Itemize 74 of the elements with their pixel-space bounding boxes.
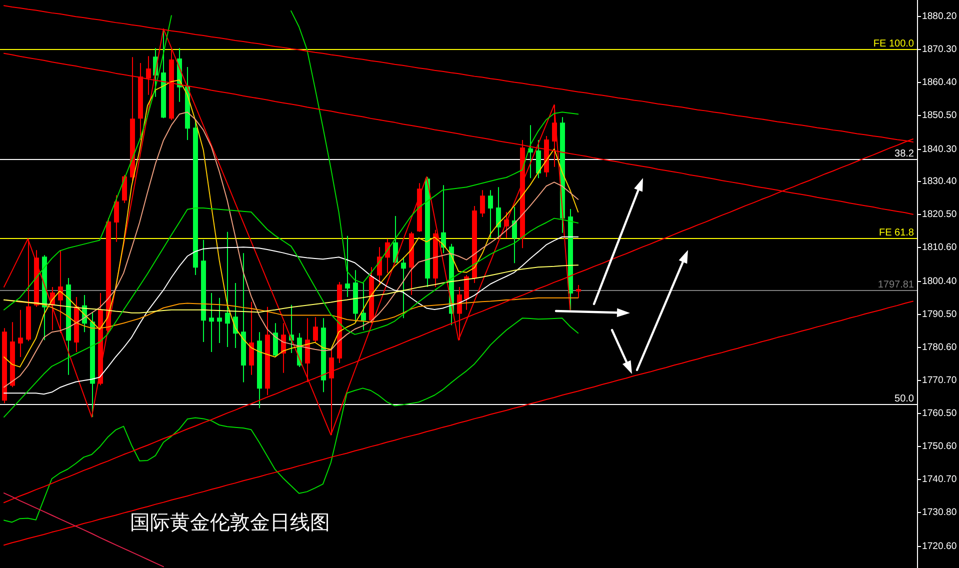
candlestick bbox=[114, 194, 119, 242]
candlestick bbox=[496, 186, 501, 238]
y-tick-label: 1740.70 bbox=[922, 474, 957, 485]
candlestick bbox=[161, 28, 166, 119]
annotation: 50.0 bbox=[894, 394, 914, 404]
y-tick-label: 1720.60 bbox=[922, 541, 957, 552]
text: 国际黄金伦敦金日线图 bbox=[130, 510, 330, 534]
candlestick bbox=[361, 282, 366, 331]
y-tick-label: 1830.40 bbox=[922, 176, 957, 187]
y-tick-label: 1800.40 bbox=[922, 276, 957, 287]
candlestick bbox=[241, 252, 246, 383]
y-tick-label: 1850.50 bbox=[922, 110, 957, 121]
y-tick-label: 1770.70 bbox=[922, 375, 957, 386]
line-series bbox=[3, 264, 579, 314]
candlestick bbox=[457, 286, 462, 341]
candlestick bbox=[225, 231, 230, 348]
y-tick-label: 1860.40 bbox=[922, 77, 957, 88]
candlestick bbox=[281, 322, 286, 374]
candlestick bbox=[576, 284, 581, 298]
candlestick bbox=[209, 292, 214, 353]
y-tick-label: 1870.30 bbox=[922, 44, 957, 55]
y-tick-label: 1880.20 bbox=[922, 11, 957, 22]
line-series bbox=[3, 300, 914, 546]
candlestick bbox=[249, 301, 254, 376]
candlestick bbox=[90, 312, 95, 418]
candlestick bbox=[313, 316, 318, 344]
line-series bbox=[3, 79, 579, 368]
candlestick bbox=[480, 190, 485, 218]
y-tick-label: 1730.80 bbox=[922, 507, 957, 518]
ref-line-label: FE 100.0 bbox=[873, 38, 914, 50]
candlestick bbox=[217, 297, 222, 344]
candlestick bbox=[265, 306, 270, 396]
y-tick-label: 1820.50 bbox=[922, 209, 957, 220]
candlestick bbox=[353, 270, 358, 323]
y-tick-label: 1840.30 bbox=[922, 144, 957, 155]
candlestick bbox=[504, 212, 509, 238]
candlestick bbox=[321, 318, 326, 393]
candlestick bbox=[385, 238, 390, 274]
y-tick-label: 1780.60 bbox=[922, 342, 957, 353]
candlestick bbox=[58, 250, 63, 334]
line-series bbox=[3, 236, 579, 395]
candlestick bbox=[528, 124, 533, 179]
y-tick-label: 1810.60 bbox=[922, 242, 957, 253]
candlestick bbox=[305, 318, 310, 383]
candlestick bbox=[409, 231, 414, 296]
candlestick bbox=[345, 235, 350, 298]
candlestick bbox=[257, 332, 262, 409]
line-series bbox=[3, 112, 579, 388]
candlestick bbox=[289, 304, 294, 354]
candlestick bbox=[201, 239, 206, 343]
candlestick bbox=[10, 322, 15, 388]
line-series bbox=[3, 208, 579, 418]
candlestick bbox=[233, 282, 238, 349]
candlestick bbox=[26, 238, 31, 342]
candlestick bbox=[488, 190, 493, 238]
annotation: 38.2 bbox=[894, 148, 914, 160]
ref-line-label: FE 61.8 bbox=[878, 228, 914, 238]
y-tick-label: 1790.50 bbox=[922, 309, 957, 320]
candlestick bbox=[18, 309, 23, 358]
ref-line-label: 1797.81 bbox=[878, 280, 914, 290]
candlestick bbox=[273, 322, 278, 358]
candlestick bbox=[193, 120, 198, 276]
candlestick bbox=[536, 140, 541, 179]
candlestick bbox=[512, 206, 517, 264]
candlestick bbox=[138, 62, 143, 141]
candlestick bbox=[377, 246, 382, 286]
y-tick-label: 1750.60 bbox=[922, 441, 957, 452]
y-tick-label: 1760.50 bbox=[922, 408, 957, 419]
candlestick bbox=[393, 215, 398, 264]
candlestick bbox=[441, 184, 446, 254]
candlestick bbox=[464, 274, 469, 310]
candlestick bbox=[130, 56, 135, 182]
candlestick bbox=[401, 256, 406, 319]
candlestick bbox=[146, 56, 151, 96]
